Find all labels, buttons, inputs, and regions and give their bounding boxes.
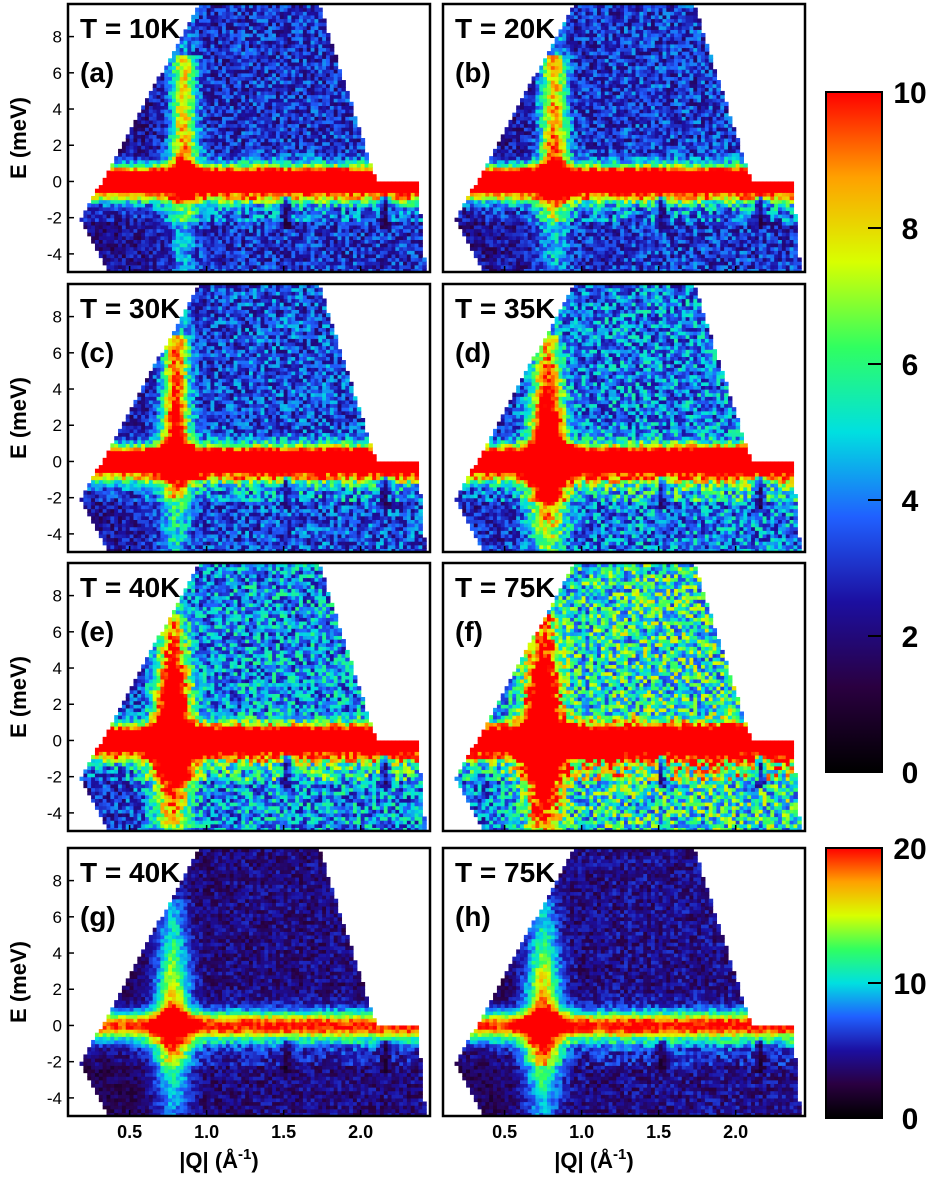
xtick-label: 1.0	[194, 1122, 219, 1142]
ytick-label: 8	[53, 28, 62, 47]
xtick-label: 2.0	[723, 1122, 748, 1142]
temperature-label: T = 75K	[455, 857, 555, 888]
ytick-label: 6	[53, 908, 62, 927]
panel-letter: (f)	[455, 616, 483, 647]
y-axis-label: E (meV)	[6, 377, 31, 459]
colorbar-tick-label: 10	[893, 77, 926, 110]
xtick-label: 1.0	[569, 1122, 594, 1142]
heatmap-d	[454, 284, 802, 552]
xtick-label: 0.5	[492, 1122, 517, 1142]
ytick-label: 8	[53, 587, 62, 606]
colorbar-tick-label: 0	[902, 1103, 919, 1136]
ytick-label: 6	[53, 344, 62, 363]
ytick-label: 2	[53, 136, 62, 155]
ytick-label: -4	[47, 245, 62, 264]
ytick-label: 2	[53, 416, 62, 435]
ytick-label: 4	[53, 659, 62, 678]
panel-letter: (a)	[80, 57, 114, 88]
xtick-label: 2.0	[348, 1122, 373, 1142]
ytick-label: 4	[53, 380, 62, 399]
ytick-label: 0	[53, 1016, 62, 1035]
ytick-label: 4	[53, 100, 62, 119]
heatmap-f	[454, 563, 802, 831]
xtick-label: 0.5	[117, 1122, 142, 1142]
panel-frame	[66, 561, 432, 833]
ytick-label: -2	[47, 1053, 62, 1072]
ytick-label: 4	[53, 944, 62, 963]
x-axis-label: |Q| (Å-1)	[554, 1146, 633, 1173]
panel-letter: (c)	[80, 337, 114, 368]
heatmap-c	[79, 284, 427, 552]
panel-a: T = 10K (a) -4 -2 0 2 4 6 8 E (meV)	[6, 2, 432, 274]
xtick-label: 1.5	[646, 1122, 671, 1142]
colorbar-tick-label: 20	[893, 833, 926, 866]
panel-frame	[441, 846, 807, 1118]
y-axis-label: E (meV)	[6, 656, 31, 738]
heatmap-e	[79, 563, 427, 831]
panel-frame	[441, 561, 807, 833]
heatmap-a	[79, 4, 427, 272]
heatmap-g	[79, 848, 427, 1116]
panel-frame	[441, 2, 807, 274]
ytick-label: 6	[53, 623, 62, 642]
heatmap-h	[454, 848, 802, 1116]
ytick-label: 6	[53, 64, 62, 83]
ytick-label: 0	[53, 731, 62, 750]
panel-letter: (e)	[80, 616, 114, 647]
y-axis-label: E (meV)	[6, 941, 31, 1023]
temperature-label: T = 10K	[80, 13, 180, 44]
colorbar-layer: 0 2 4 6 8 10 0 10 20	[825, 77, 927, 1136]
ytick-label: 0	[53, 172, 62, 191]
colorbar-1: 0 2 4 6 8 10	[825, 77, 927, 790]
panel-e: T = 40K (e) -4 -2 0 2 4 6 8 E (meV)	[6, 561, 432, 833]
panel-h: T = 75K (h) 0.5 1.0 1.5 2.0 |Q| (Å-1)	[441, 846, 807, 1173]
panel-d: T = 35K (d)	[441, 282, 807, 554]
ytick-label: 0	[53, 452, 62, 471]
ytick-label: -4	[47, 804, 62, 823]
panel-frame	[441, 282, 807, 554]
panel-frame	[66, 282, 432, 554]
xtick-label: 1.5	[271, 1122, 296, 1142]
ytick-label: -4	[47, 1089, 62, 1108]
ytick-label: 2	[53, 980, 62, 999]
ytick-label: 8	[53, 308, 62, 327]
temperature-label: T = 40K	[80, 857, 180, 888]
panel-letter: (d)	[455, 337, 491, 368]
colorbar-2: 0 10 20	[825, 833, 927, 1136]
y-axis-label: E (meV)	[6, 97, 31, 179]
colorbar-tick-label: 0	[902, 757, 919, 790]
temperature-label: T = 75K	[455, 572, 555, 603]
temperature-label: T = 20K	[455, 13, 555, 44]
panel-b: T = 20K (b)	[441, 2, 807, 274]
temperature-label: T = 30K	[80, 293, 180, 324]
panel-letter: (h)	[455, 901, 491, 932]
panel-g: T = 40K (g) -4 -2 0 2 4 6 8 E (meV) 0.5 1.0 1.5 2.0 |Q…	[6, 846, 432, 1173]
panel-letter: (b)	[455, 57, 491, 88]
temperature-label: T = 35K	[455, 293, 555, 324]
ytick-label: -2	[47, 768, 62, 787]
colorbar-tick-label: 8	[902, 213, 919, 246]
colorbar-gradient	[825, 91, 883, 773]
ytick-label: -4	[47, 525, 62, 544]
panel-frame	[66, 2, 432, 274]
colorbar-tick-label: 6	[902, 349, 919, 382]
panel-f: T = 75K (f)	[441, 561, 807, 833]
temperature-label: T = 40K	[80, 572, 180, 603]
ytick-label: -2	[47, 209, 62, 228]
panel-letter: (g)	[80, 901, 116, 932]
panel-c: T = 30K (c) -4 -2 0 2 4 6 8 E (meV)	[6, 282, 432, 554]
panel-frame	[66, 846, 432, 1118]
colorbar-tick-label: 4	[902, 485, 919, 518]
ytick-label: 2	[53, 695, 62, 714]
ytick-label: -2	[47, 489, 62, 508]
colorbar-tick-label: 10	[893, 968, 926, 1001]
ytick-label: 8	[53, 872, 62, 891]
colorbar-tick-label: 2	[902, 621, 919, 654]
heatmap-b	[454, 4, 802, 272]
x-axis-label: |Q| (Å-1)	[179, 1146, 258, 1173]
